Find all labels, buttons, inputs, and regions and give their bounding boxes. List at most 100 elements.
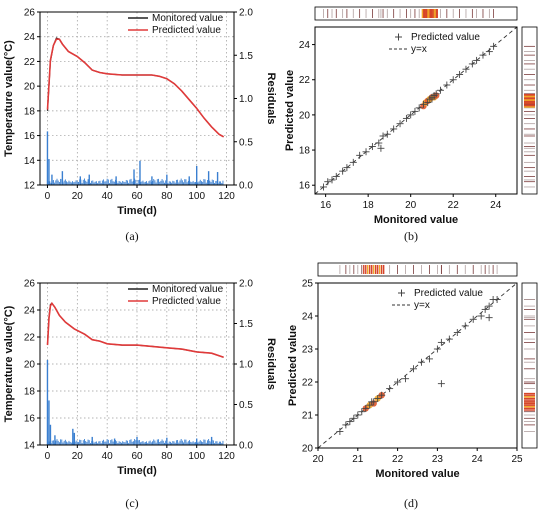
- chart-d-point: [417, 358, 425, 366]
- chart-a-xtick-label: 80: [161, 191, 173, 202]
- chart-c-ytick-label: 16: [24, 414, 36, 425]
- chart-d-ylabel: Predicted value: [287, 325, 299, 406]
- chart-a-y2tick-label: 0.5: [239, 137, 253, 148]
- chart-d-point: [437, 338, 445, 346]
- chart-d-point: [437, 380, 445, 388]
- chart-c-ytick-label: 22: [24, 333, 36, 344]
- chart-a-y2tick-label: 1.5: [239, 51, 253, 62]
- chart-c-ylabel: Temperature value(°C): [3, 305, 15, 422]
- chart-d-point: [394, 378, 402, 386]
- chart-b-ytick-label: 18: [299, 146, 311, 157]
- chart-d-point: [433, 345, 441, 353]
- chart-d-xtick-label: 25: [511, 454, 523, 465]
- chart-a-ytick-label: 22: [24, 57, 36, 68]
- chart-d-point: [477, 312, 485, 320]
- chart-c-xlabel: Time(d): [117, 465, 157, 477]
- chart-d-point: [461, 322, 469, 330]
- chart-b-point: [443, 81, 451, 89]
- chart-b-top-rug-frame: [314, 6, 518, 21]
- chart-d-ytick-label: 25: [302, 279, 314, 290]
- chart-b-ytick-label: 24: [299, 40, 311, 51]
- chart-d-point: [354, 411, 362, 419]
- chart-b-xlabel: Monitored value: [374, 214, 458, 226]
- chart-b-xtick-label: 20: [405, 200, 417, 211]
- chart-b-point: [468, 60, 476, 68]
- chart-b-point: [379, 132, 387, 140]
- chart-d-point: [336, 428, 344, 435]
- chart-b-point: [407, 111, 415, 119]
- chart-b-frame: [314, 26, 518, 195]
- chart-b-point: [332, 172, 340, 180]
- chart-d-xtick-label: 22: [392, 454, 404, 465]
- chart-b-xtick-label: 22: [448, 200, 460, 211]
- chart-d-point: [481, 305, 489, 313]
- chart-c-ytick-label: 14: [24, 441, 36, 452]
- chart-a-ytick-label: 14: [24, 156, 36, 167]
- chart-d-ytick-label: 20: [302, 444, 314, 455]
- chart-b-point: [328, 176, 336, 184]
- chart-c-xtick-label: 0: [45, 451, 51, 462]
- chart-b-point: [356, 151, 364, 159]
- chart-a-xtick-label: 20: [72, 191, 84, 202]
- chart-c-xtick-label: 20: [72, 451, 84, 462]
- chart-b-point: [368, 143, 376, 151]
- chart-d-xtick-label: 21: [352, 454, 364, 465]
- chart-b-point: [349, 158, 357, 166]
- chart-b-ylabel: Predicted value: [284, 70, 296, 151]
- chart-b-point: [396, 120, 404, 128]
- chart-b-ytick-label: 16: [299, 181, 311, 192]
- chart-b-point: [419, 100, 427, 108]
- chart-b-point: [402, 114, 410, 122]
- chart-a-ytick-label: 12: [24, 181, 36, 192]
- chart-b-point: [415, 104, 423, 112]
- chart-b-ytick-label: 20: [299, 110, 311, 121]
- chart-a-legend-label-0: Monitored value: [152, 13, 224, 24]
- chart-d-ytick-label: 21: [302, 411, 314, 422]
- chart-b-point: [436, 86, 444, 94]
- chart-d-point: [350, 414, 358, 422]
- chart-b-point: [383, 130, 391, 138]
- chart-d-point: [410, 365, 418, 373]
- chart-b-legend-marker-0: [395, 33, 402, 41]
- chart-d-point: [453, 329, 461, 336]
- chart-b-point: [362, 148, 370, 156]
- chart-d-identity-line: [317, 282, 518, 449]
- chart-b-point: [432, 90, 440, 98]
- chart-d-point: [362, 404, 370, 412]
- chart-a-xtick-label: 100: [188, 191, 205, 202]
- chart-b-point: [479, 51, 487, 59]
- chart-b-ytick-label: 22: [299, 75, 311, 86]
- chart-a-xtick-label: 120: [218, 191, 235, 202]
- chart-a-ylabel: Temperature value(°C): [3, 40, 15, 157]
- chart-b-point: [490, 42, 498, 50]
- chart-d-point: [425, 355, 433, 363]
- chart-b-point: [424, 99, 432, 107]
- chart-b-point: [343, 164, 351, 172]
- chart-a-xtick-label: 0: [45, 191, 51, 202]
- chart-d-point: [493, 296, 501, 303]
- chart-b-point: [390, 125, 398, 133]
- chart-b-point: [462, 65, 470, 73]
- chart-c-y2label: Residuals: [265, 338, 277, 390]
- chart-b-point: [411, 107, 419, 115]
- chart-d-legend-marker-0: [398, 289, 405, 297]
- chart-a-series-line-1: [46, 38, 224, 138]
- chart-d-frame: [317, 282, 518, 449]
- chart-c-ytick-label: 20: [24, 360, 36, 371]
- chart-c-legend-label-1: Predicted value: [152, 296, 221, 307]
- chart-b-point: [375, 139, 383, 147]
- chart-b-point: [339, 167, 347, 175]
- chart-b-point: [485, 48, 493, 56]
- chart-b-point: [456, 70, 464, 78]
- chart-a-ytick-label: 16: [24, 131, 36, 142]
- chart-c-xtick-label: 40: [102, 451, 114, 462]
- chart-a-legend-label-1: Predicted value: [152, 25, 221, 36]
- chart-d-point: [485, 314, 493, 322]
- chart-d-point: [358, 408, 366, 416]
- chart-a-xlabel: Time(d): [117, 205, 157, 217]
- chart-d-ytick-label: 22: [302, 378, 314, 389]
- chart-b-legend-label-1: y=x: [411, 44, 427, 55]
- caption-c: (c): [125, 496, 138, 510]
